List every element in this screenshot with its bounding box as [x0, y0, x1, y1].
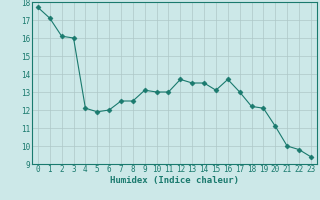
X-axis label: Humidex (Indice chaleur): Humidex (Indice chaleur) — [110, 176, 239, 185]
